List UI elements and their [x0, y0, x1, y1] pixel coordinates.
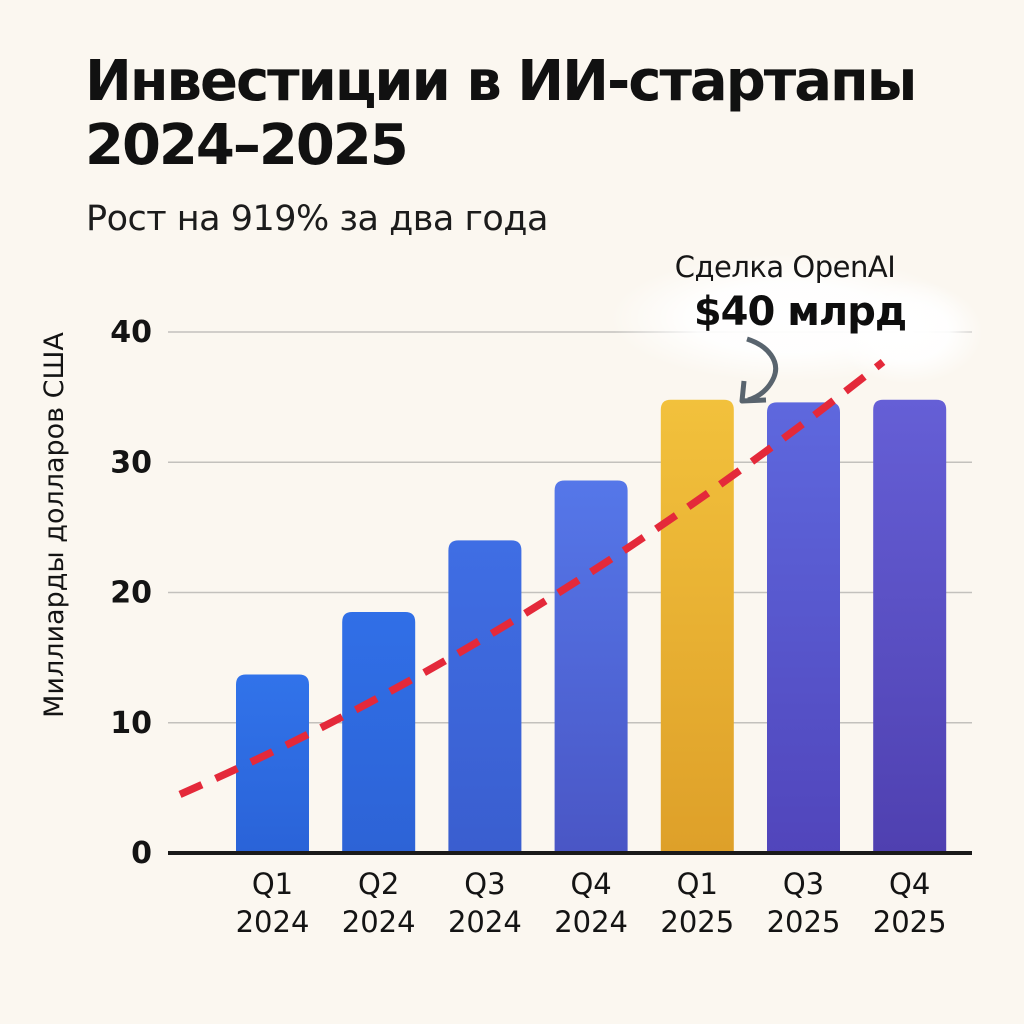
x-label-year: 2024 — [236, 905, 310, 939]
y-tick-10: 10 — [110, 706, 152, 741]
bar-q2-2024 — [342, 612, 416, 853]
x-label-year: 2024 — [554, 905, 628, 939]
annotation-arrowhead — [739, 380, 767, 404]
x-label-quarter: Q1 — [677, 867, 718, 901]
x-label-quarter: Q1 — [252, 867, 293, 901]
x-label-year: 2025 — [873, 905, 947, 939]
x-label-year: 2024 — [448, 905, 522, 939]
x-label-quarter: Q3 — [783, 867, 824, 901]
title-line-1: Инвестиции в ИИ-стартапы — [85, 49, 917, 114]
x-label-year: 2025 — [660, 905, 734, 939]
annotation-halo-small — [833, 280, 983, 384]
bar-q3-2024 — [448, 540, 522, 853]
page-title: Инвестиции в ИИ-стартапы 2024–2025 — [85, 50, 985, 178]
y-tick-0: 0 — [131, 836, 152, 871]
annotation-label: Сделка OpenAI — [674, 250, 896, 284]
annotation-arrow — [746, 336, 778, 403]
y-tick-40: 40 — [110, 315, 152, 350]
title-line-2: 2024–2025 — [85, 113, 409, 178]
x-label-quarter: Q2 — [358, 867, 399, 901]
bar-q4-2025 — [873, 399, 947, 853]
x-label-quarter: Q3 — [464, 867, 505, 901]
annotation-value: $40 млрд — [693, 289, 907, 335]
x-label-year: 2025 — [767, 905, 841, 939]
x-label-quarter: Q4 — [889, 867, 930, 901]
trend-line — [178, 359, 886, 798]
page-subtitle: Рост на 919% за два года — [86, 199, 548, 239]
bar-q3-2025 — [767, 402, 840, 853]
x-label-year: 2024 — [342, 905, 416, 939]
y-tick-20: 20 — [110, 576, 152, 611]
bar-q4-2024 — [554, 480, 628, 853]
bar-q1-2024 — [236, 674, 309, 853]
x-label-quarter: Q4 — [570, 867, 611, 901]
y-axis-label: Миллиарды долларов США — [39, 332, 70, 718]
bar-q1-2025 — [660, 399, 734, 853]
y-tick-30: 30 — [110, 445, 152, 480]
